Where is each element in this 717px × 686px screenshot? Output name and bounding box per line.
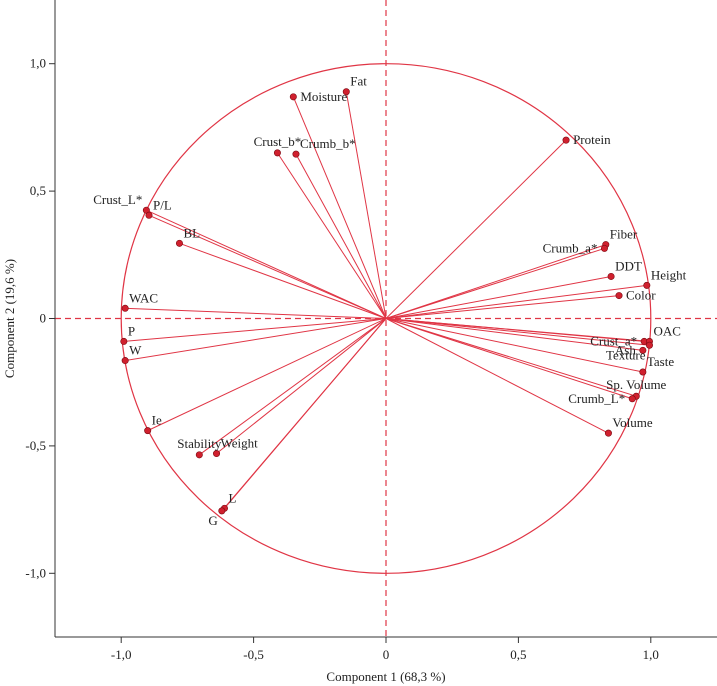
vector-fat <box>345 91 387 319</box>
label-crumb-l: Crumb_L* <box>568 391 625 406</box>
point-bl <box>175 239 183 247</box>
x-tick-label: 1,0 <box>643 647 659 662</box>
label-crumb-b: Crumb_b* <box>300 136 356 151</box>
label-weight: Weight <box>221 436 259 451</box>
point-ddt <box>607 272 615 280</box>
vector-volume <box>385 318 609 434</box>
label-crust-a: Crust_a* <box>590 333 637 348</box>
point-moisture <box>289 93 297 101</box>
x-tick-label: -1,0 <box>111 647 132 662</box>
label-texture: Texture <box>606 347 646 362</box>
label-p: P <box>128 323 135 338</box>
y-tick-label: 0 <box>40 311 47 326</box>
label-sp-volume: Sp. Volume <box>606 377 666 392</box>
vector-bl <box>179 242 387 319</box>
vector-sp-volume <box>385 318 637 397</box>
y-tick-label: 0,5 <box>30 183 46 198</box>
point-volume <box>604 429 612 437</box>
vector-protein <box>385 139 567 319</box>
point-crumb-l <box>628 395 636 403</box>
y-tick-label: 1,0 <box>30 56 46 71</box>
vector-ddt <box>385 275 612 319</box>
point-color <box>615 292 623 300</box>
point-crust-b <box>273 149 281 157</box>
label-crust-l: Crust_L* <box>93 192 142 207</box>
y-tick-label: -0,5 <box>25 438 46 453</box>
vector-crust-b <box>277 152 387 319</box>
point-stability <box>195 451 203 459</box>
vector-taste <box>385 318 643 373</box>
vector-wac <box>125 307 387 319</box>
label-bl: BL <box>183 225 200 240</box>
y-tick-label: -1,0 <box>25 565 46 580</box>
label-p-l: P/L <box>153 197 172 212</box>
vector-p <box>123 318 387 342</box>
point-fat <box>342 88 350 96</box>
x-tick-label: -0,5 <box>243 647 264 662</box>
point-wac <box>121 304 129 312</box>
label-oac: OAC <box>653 323 680 338</box>
x-tick-label: 0,5 <box>510 647 526 662</box>
point-g <box>218 507 226 515</box>
label-volume: Volume <box>612 415 652 430</box>
label-ash: Ash <box>615 342 636 357</box>
label-height: Height <box>651 267 687 282</box>
label-wac: WAC <box>129 290 158 305</box>
label-crust-b: Crust_b* <box>254 134 302 149</box>
label-g: G <box>208 513 217 528</box>
vector-fiber <box>385 244 606 319</box>
vector-stability <box>199 318 387 456</box>
point-taste <box>639 368 647 376</box>
label-moisture: Moisture <box>300 89 347 104</box>
vector-w <box>125 318 387 362</box>
vector-crumb-b <box>295 153 387 319</box>
label-l: L <box>228 490 236 505</box>
point-crumb-a <box>600 244 608 252</box>
y-axis-title: Component 2 (19,6 %) <box>2 259 17 378</box>
label-crumb-a: Crumb_a* <box>543 240 598 255</box>
vector-height <box>385 284 647 319</box>
label-fiber: Fiber <box>610 227 638 242</box>
point-p <box>120 337 128 345</box>
label-color: Color <box>626 288 656 303</box>
vector-p-l <box>148 214 387 319</box>
vector-moisture <box>292 96 387 319</box>
point-weight <box>213 450 221 458</box>
point-w <box>121 357 129 365</box>
point-protein <box>562 136 570 144</box>
vector-crumb-a <box>385 247 605 319</box>
vector-texture <box>385 318 650 346</box>
point-p-l <box>145 211 153 219</box>
vector-g <box>221 318 387 512</box>
point-crumb-b <box>292 150 300 158</box>
x-axis-title: Component 1 (68,3 %) <box>326 669 445 684</box>
vector-ie <box>147 318 387 432</box>
label-fat: Fat <box>350 74 367 89</box>
point-texture <box>645 341 653 349</box>
x-tick-label: 0 <box>383 647 390 662</box>
vector-crumb-l <box>385 318 633 400</box>
label-ie: Ie <box>152 413 162 428</box>
point-height <box>643 281 651 289</box>
vector-ash <box>385 318 643 351</box>
label-stability: Stability <box>177 436 222 451</box>
vector-weight <box>216 318 387 454</box>
label-w: W <box>129 343 142 358</box>
vector-oac <box>385 318 650 342</box>
point-ash <box>639 346 647 354</box>
label-taste: Taste <box>647 354 674 369</box>
label-ddt: DDT <box>615 258 642 273</box>
label-protein: Protein <box>573 132 611 147</box>
vector-crust-l <box>146 209 387 319</box>
point-ie <box>144 427 152 435</box>
vector-color <box>385 295 620 319</box>
